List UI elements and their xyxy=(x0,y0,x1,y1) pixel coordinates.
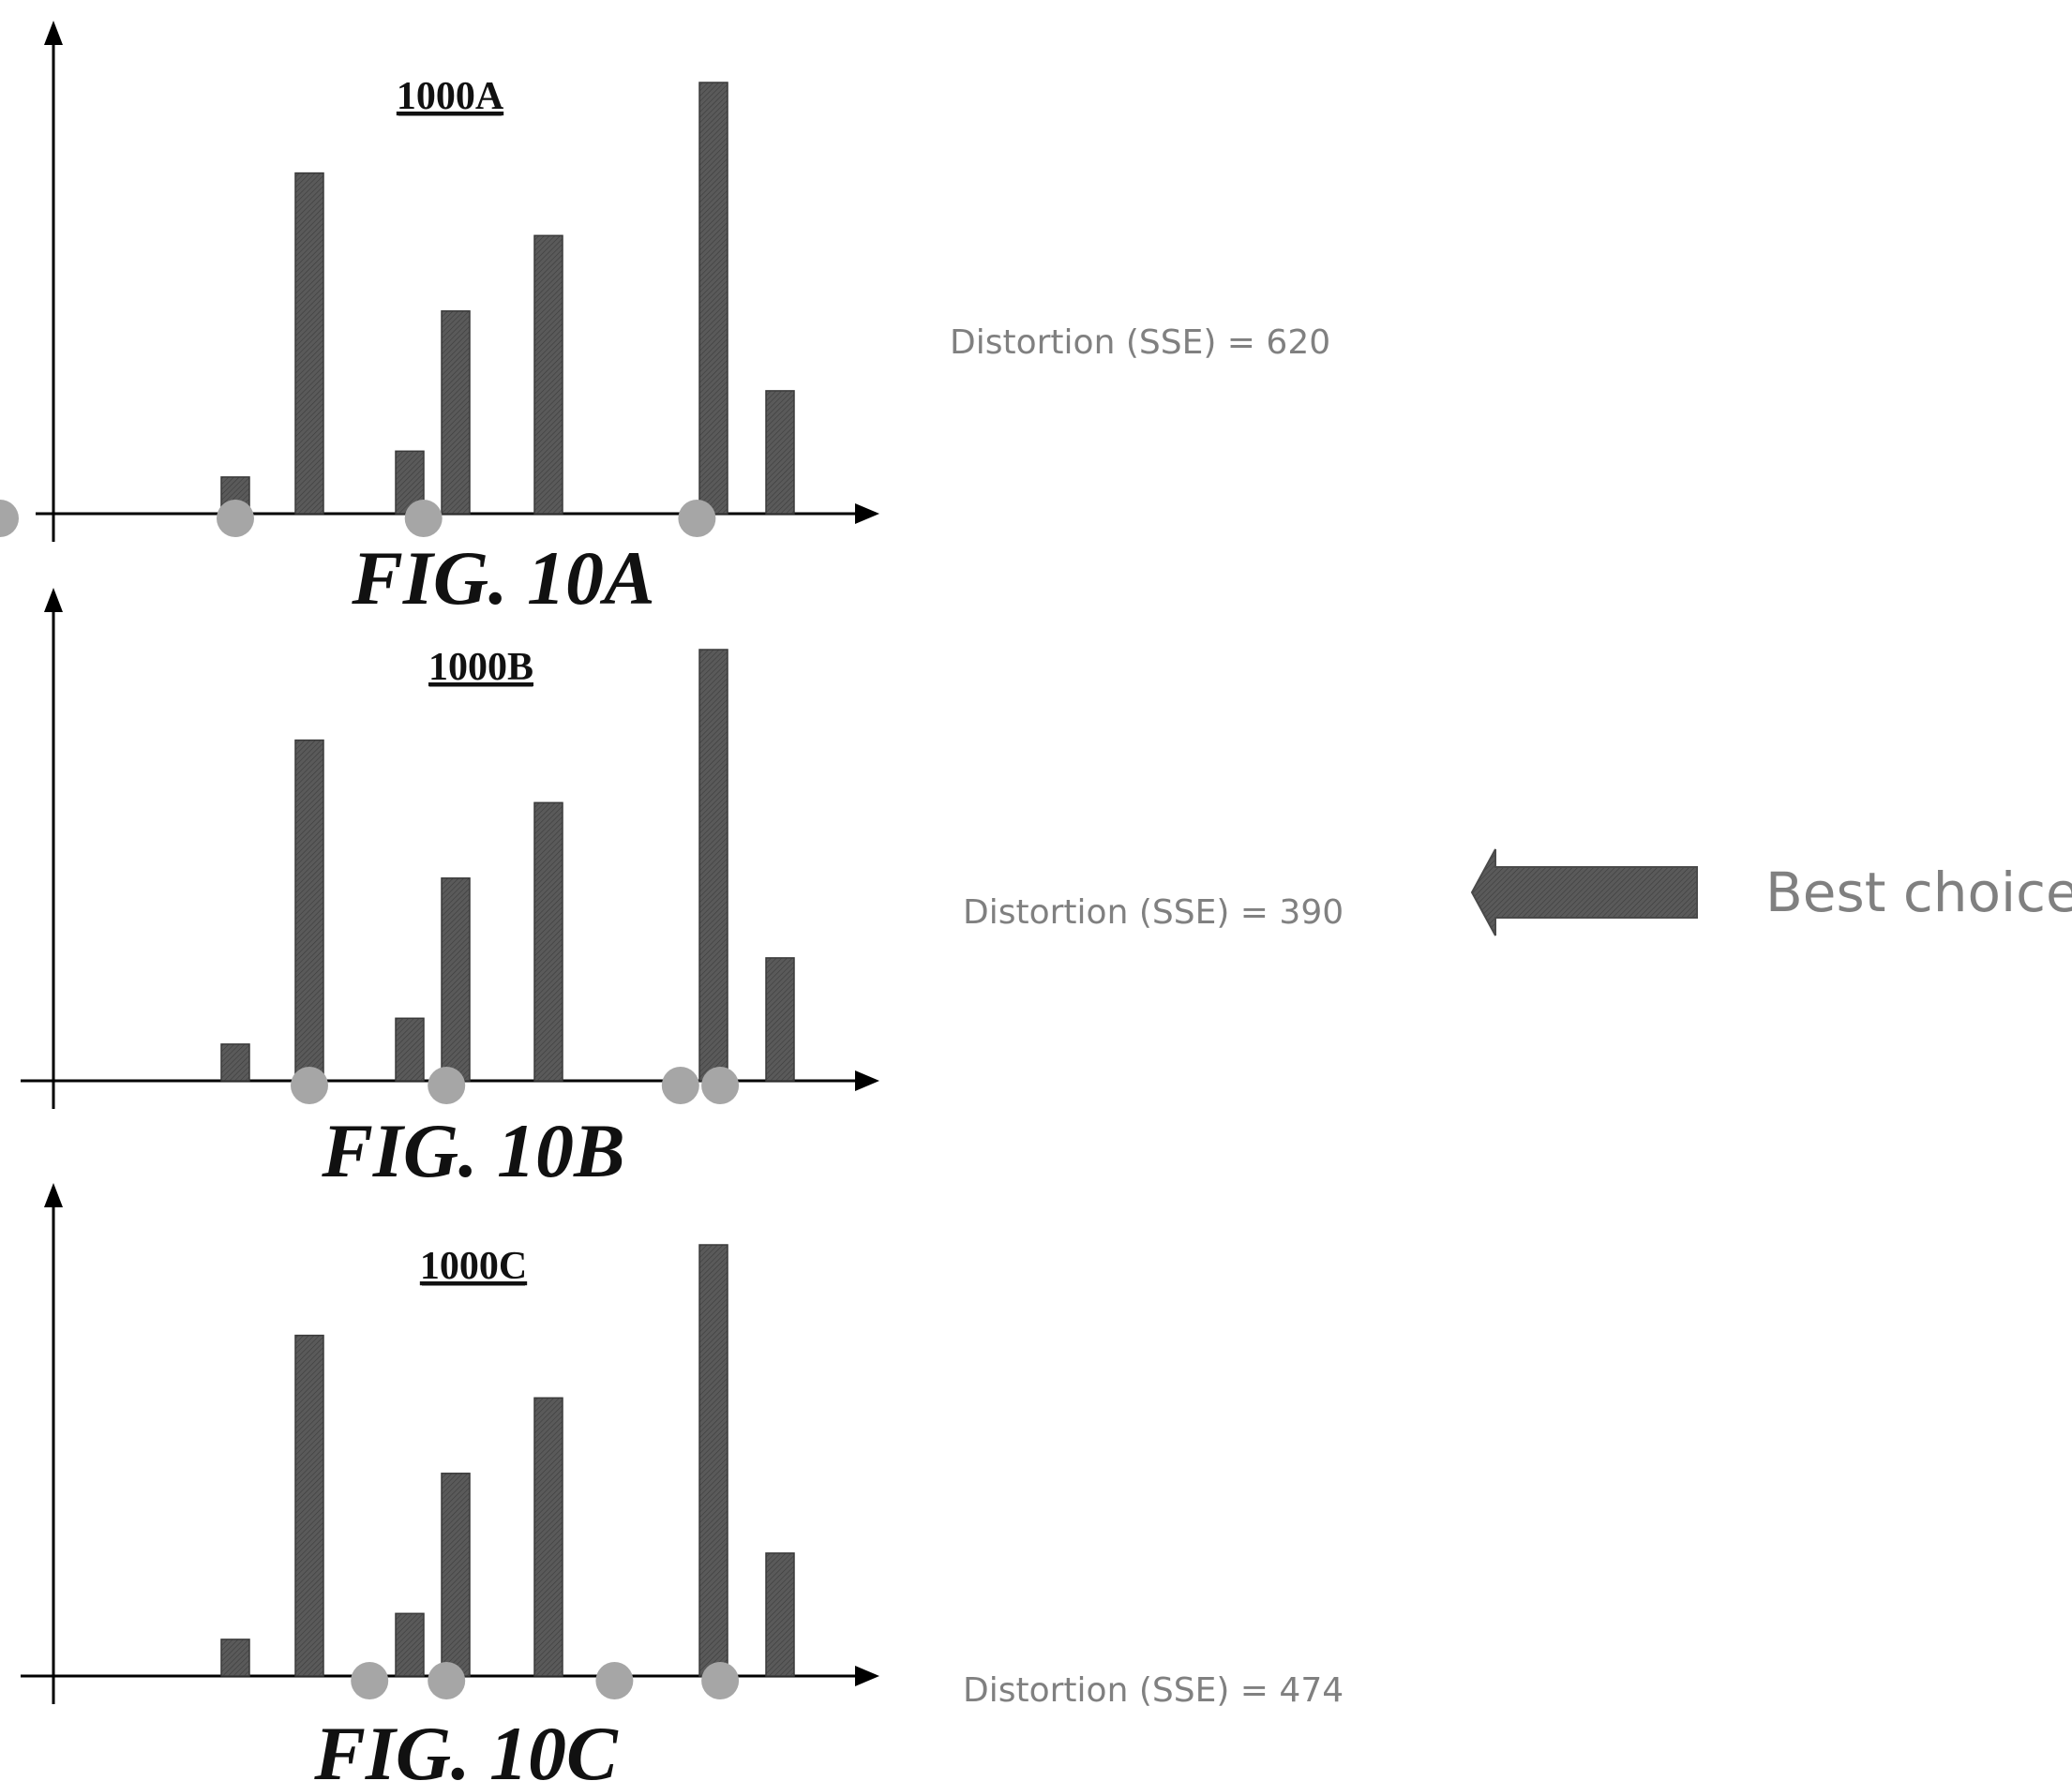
bar-2 xyxy=(294,739,324,1082)
marker-dot-4 xyxy=(701,1662,740,1699)
bar-1 xyxy=(220,1639,250,1677)
figure-title: FIG. 10B xyxy=(321,1108,625,1193)
figure-title: FIG. 10A xyxy=(351,535,655,621)
bar-6 xyxy=(698,649,728,1082)
best-choice-indicator: Best choice xyxy=(1470,848,2072,936)
reference-label: 1000B xyxy=(428,646,533,689)
marker-dot-1 xyxy=(351,1662,389,1699)
chart-panel-3: 1000C FIG. 10C Distortion (SSE) = 474 xyxy=(21,1183,1344,1781)
y-axis-arrowhead xyxy=(44,21,63,45)
marker-dot-4 xyxy=(701,1067,740,1104)
marker-dot-3 xyxy=(595,1662,634,1699)
bar-4 xyxy=(441,310,471,515)
bar-7 xyxy=(765,390,795,515)
chart-panels: 1000A FIG. 10A Distortion (SSE) = 620 1000B… xyxy=(0,21,1344,1781)
marker-dot-2 xyxy=(428,1067,466,1104)
bar-5 xyxy=(533,1397,563,1677)
distortion-label: Distortion (SSE) = 474 xyxy=(963,1671,1344,1710)
x-axis-arrowhead xyxy=(855,1666,879,1686)
bar-3 xyxy=(395,1017,425,1082)
bar-3 xyxy=(395,1612,425,1677)
bar-2 xyxy=(294,1334,324,1677)
marker-dot-4 xyxy=(0,500,19,537)
marker-dot-2 xyxy=(404,500,443,537)
bar-6 xyxy=(698,1244,728,1677)
bar-4 xyxy=(441,877,471,1082)
bar-7 xyxy=(765,957,795,1082)
bar-1 xyxy=(220,1043,250,1082)
bar-5 xyxy=(533,801,563,1082)
marker-dot-2 xyxy=(428,1662,466,1699)
best-choice-label: Best choice xyxy=(1765,861,2072,924)
y-axis-arrowhead xyxy=(44,588,63,612)
marker-dot-1 xyxy=(217,500,254,537)
distortion-label: Distortion (SSE) = 620 xyxy=(950,323,1330,362)
chart-panel-1: 1000A FIG. 10A Distortion (SSE) = 620 xyxy=(0,21,1330,621)
bar-2 xyxy=(294,172,324,515)
bar-7 xyxy=(765,1552,795,1677)
marker-dot-1 xyxy=(291,1067,328,1104)
chart-panel-2: 1000B FIG. 10B Distortion (SSE) = 390 xyxy=(21,588,1344,1193)
bar-6 xyxy=(698,82,728,515)
x-axis-arrowhead xyxy=(855,503,879,524)
reference-label: 1000A xyxy=(397,75,504,118)
bar-5 xyxy=(533,234,563,515)
left-arrow-icon xyxy=(1470,848,1698,936)
distortion-label: Distortion (SSE) = 390 xyxy=(963,893,1344,932)
y-axis-arrowhead xyxy=(44,1183,63,1207)
bar-4 xyxy=(441,1473,471,1677)
marker-dot-3 xyxy=(678,500,716,537)
x-axis-arrowhead xyxy=(855,1070,879,1091)
figure-title: FIG. 10C xyxy=(313,1711,619,1781)
marker-dot-3 xyxy=(661,1067,699,1104)
reference-label: 1000C xyxy=(420,1245,527,1288)
